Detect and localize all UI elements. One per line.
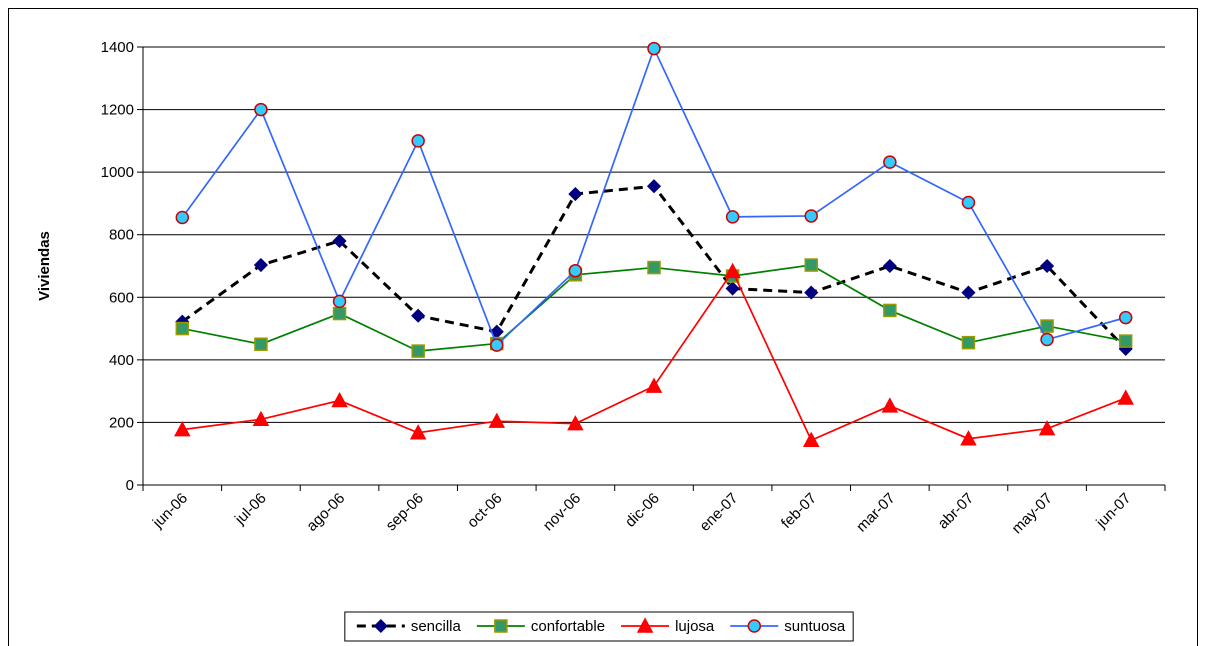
marker	[961, 285, 976, 300]
legend-label: lujosa	[675, 618, 715, 635]
marker	[1038, 420, 1056, 436]
marker	[1040, 332, 1054, 347]
chart-frame	[8, 8, 1198, 646]
marker	[254, 102, 268, 117]
marker	[331, 391, 348, 408]
marker	[882, 258, 897, 274]
marker	[1118, 310, 1133, 325]
marker	[1040, 319, 1054, 333]
marker	[332, 294, 347, 309]
marker	[961, 335, 976, 350]
marker	[568, 263, 583, 278]
marker	[1117, 389, 1134, 405]
y-tick-label: 1400	[101, 39, 134, 56]
marker	[411, 134, 425, 148]
y-tick-label: 400	[109, 352, 134, 369]
marker	[646, 179, 662, 194]
marker	[1040, 258, 1055, 274]
marker	[494, 619, 508, 633]
marker	[645, 377, 663, 393]
legend: sencilla confortable lujosa suntuosa	[344, 611, 854, 642]
y-axis-label: Viviendas	[36, 231, 53, 301]
legend-label: suntuosa	[784, 618, 846, 635]
marker	[883, 303, 897, 318]
marker	[883, 155, 897, 169]
marker	[647, 260, 661, 275]
marker	[960, 430, 977, 446]
legend-label: confortable	[531, 618, 605, 635]
marker	[567, 415, 584, 431]
legend-label: sencilla	[411, 618, 462, 635]
marker	[647, 41, 661, 56]
marker	[804, 285, 819, 300]
y-tick-label: 1200	[101, 102, 134, 119]
marker	[804, 209, 818, 223]
marker	[373, 618, 388, 634]
marker	[490, 338, 504, 352]
marker	[747, 619, 762, 633]
y-tick-label: 800	[109, 227, 134, 244]
marker	[725, 281, 740, 296]
y-tick-label: 0	[126, 477, 134, 494]
marker	[411, 308, 426, 323]
marker	[174, 421, 191, 437]
marker	[409, 424, 427, 440]
marker	[332, 233, 347, 249]
marker	[332, 306, 347, 321]
marker	[568, 186, 583, 202]
marker	[252, 410, 270, 427]
marker	[254, 337, 268, 351]
marker	[725, 210, 740, 224]
marker	[636, 617, 654, 633]
marker	[724, 262, 741, 279]
y-tick-label: 1000	[101, 164, 134, 181]
marker	[175, 210, 190, 225]
marker	[881, 397, 899, 413]
marker	[253, 258, 268, 273]
y-tick-label: 600	[109, 289, 134, 306]
marker	[411, 344, 425, 358]
marker	[804, 258, 818, 272]
marker	[961, 195, 976, 210]
marker	[175, 321, 190, 336]
y-tick-label: 200	[109, 414, 134, 431]
marker	[1118, 334, 1133, 348]
marker	[802, 431, 820, 448]
marker	[488, 412, 506, 428]
